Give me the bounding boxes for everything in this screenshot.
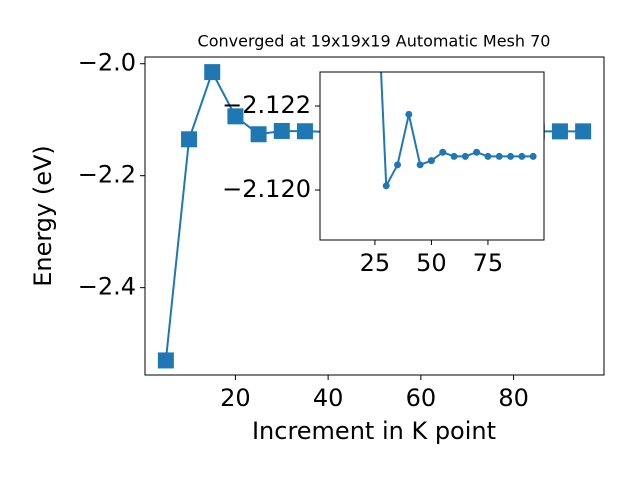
marker: [405, 110, 413, 118]
axes-frame: [319, 71, 545, 241]
x-tick-label: 25: [360, 249, 391, 277]
marker: [250, 126, 267, 143]
x-tick-label: 20: [220, 384, 251, 412]
x-axis-label: Increment in K point: [252, 417, 496, 445]
marker: [439, 148, 447, 156]
chart-title: Converged at 19x19x19 Automatic Mesh 70: [198, 32, 551, 51]
marker: [484, 152, 492, 160]
y-tick-label: −2.4: [78, 273, 136, 301]
marker: [450, 152, 458, 160]
marker: [461, 152, 469, 160]
marker: [575, 123, 592, 140]
y-axis-label: Energy (eV): [29, 145, 57, 287]
marker: [273, 122, 290, 139]
marker: [382, 182, 390, 190]
marker: [529, 152, 537, 160]
marker: [518, 152, 526, 160]
marker: [157, 352, 174, 369]
marker: [227, 108, 244, 125]
marker: [181, 131, 198, 148]
y-tick-label: −2.0: [78, 49, 136, 77]
marker: [473, 148, 481, 156]
x-tick-label: 50: [416, 249, 447, 277]
y-tick-label: −2.2: [78, 161, 136, 189]
axes-frame: [144, 56, 605, 376]
y-tick-label: −2.120: [222, 175, 311, 203]
marker: [507, 152, 515, 160]
marker: [394, 161, 402, 169]
x-tick-label: 40: [313, 384, 344, 412]
x-tick-label: 80: [498, 384, 529, 412]
marker: [296, 123, 313, 140]
marker: [495, 152, 503, 160]
marker: [416, 161, 424, 169]
marker: [427, 157, 435, 165]
x-tick-label: 75: [473, 249, 504, 277]
x-tick-label: 60: [406, 384, 437, 412]
marker: [204, 64, 221, 81]
y-tick-label: −2.122: [222, 91, 311, 119]
series: [380, 72, 537, 190]
marker: [551, 123, 568, 140]
